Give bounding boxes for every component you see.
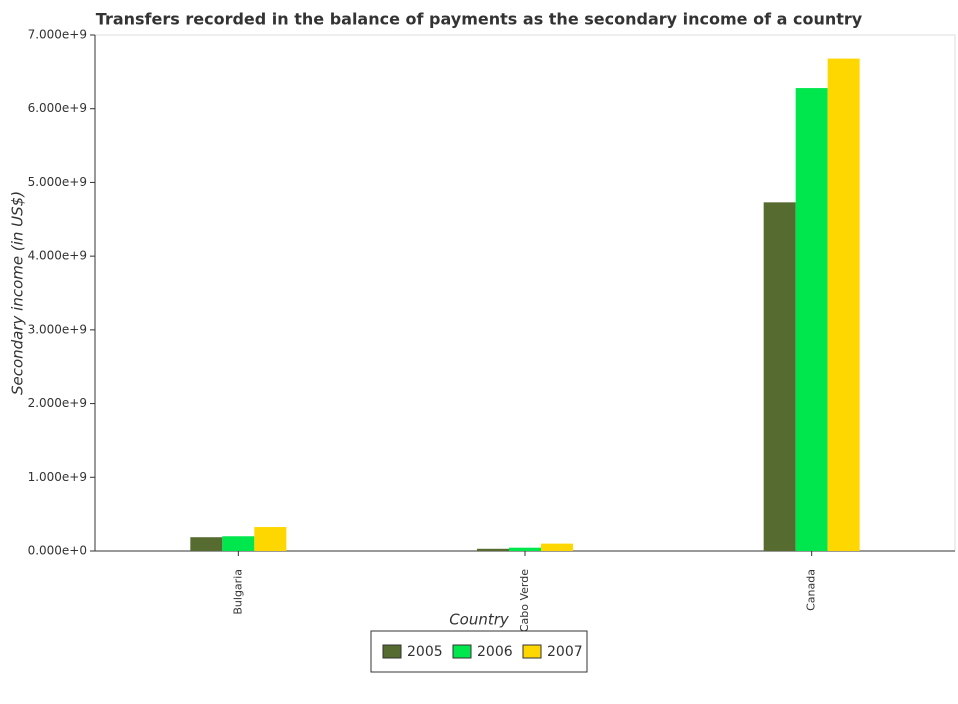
bar: [541, 543, 573, 551]
chart-title: Transfers recorded in the balance of pay…: [96, 10, 863, 29]
y-tick-label: 5.000e+9: [28, 175, 87, 189]
y-tick-label: 1.000e+9: [28, 470, 87, 484]
bar: [477, 548, 509, 551]
y-tick-label: 7.000e+9: [28, 28, 87, 42]
y-tick-label: 6.000e+9: [28, 101, 87, 115]
bar: [827, 58, 860, 552]
legend-label: 2005: [407, 644, 443, 660]
bar: [254, 527, 287, 551]
bar: [763, 202, 796, 551]
x-tick-label: Bulgaria: [231, 569, 244, 615]
x-tick-label: Canada: [805, 569, 818, 611]
x-axis-title: Country: [449, 611, 510, 629]
bar: [509, 547, 541, 551]
legend-swatch: [382, 644, 402, 659]
y-tick-label: 4.000e+9: [28, 249, 87, 263]
legend-swatch: [452, 644, 472, 659]
y-axis-title: Secondary income (in US$): [9, 191, 27, 395]
bar: [190, 537, 223, 551]
bar: [795, 88, 828, 552]
legend-box: [370, 630, 588, 673]
y-tick-label: 2.000e+9: [28, 396, 87, 410]
legend-label: 2006: [477, 644, 513, 660]
legend-swatch: [522, 644, 542, 659]
y-tick-label: 0.000e+0: [28, 544, 87, 558]
legend-label: 2007: [547, 644, 583, 660]
y-tick-label: 3.000e+9: [28, 322, 87, 336]
x-tick-label: Cabo Verde: [518, 569, 531, 632]
bar: [222, 536, 255, 551]
